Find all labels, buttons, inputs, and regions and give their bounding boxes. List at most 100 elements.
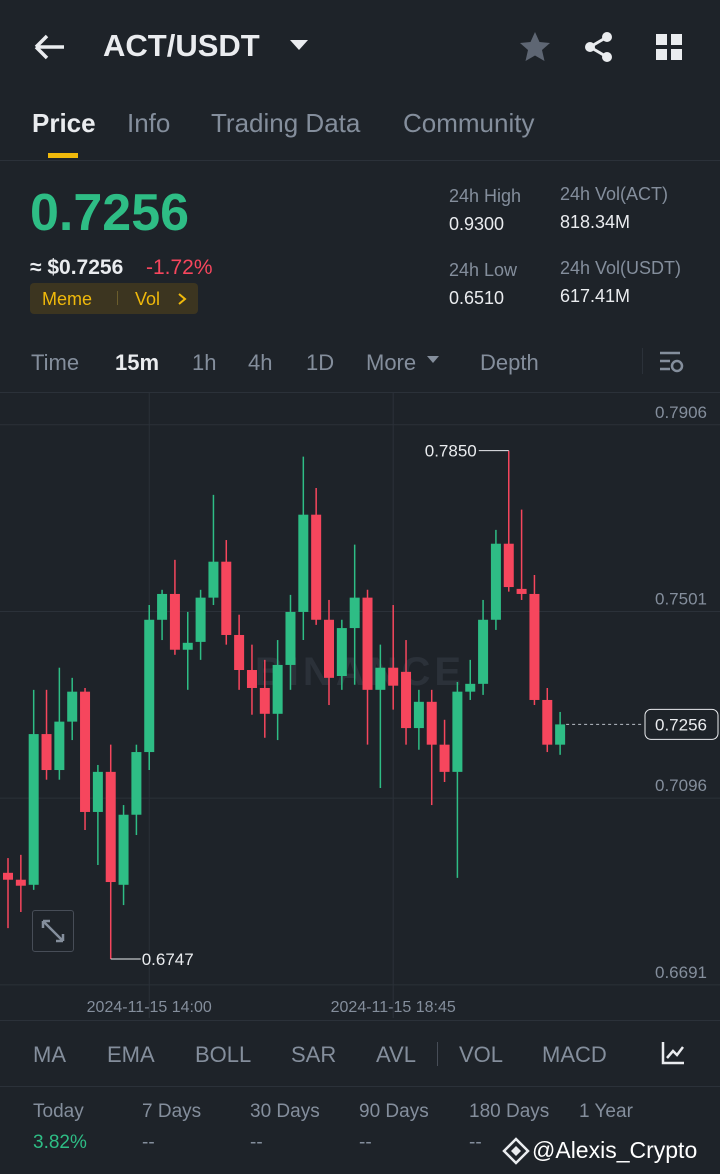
period-label: 30 Days [250,1101,320,1122]
tag-divider [117,291,118,305]
period-label: 90 Days [359,1101,429,1122]
stat-value: 818.34M [560,212,631,232]
candle-body [542,699,553,745]
candle-body [503,543,514,588]
indicator[interactable]: EMA [107,1042,155,1067]
price-change: -1.72% [146,256,213,279]
tag-arrow [178,293,187,305]
candle-body [246,670,257,688]
indicator[interactable]: AVL [376,1042,416,1067]
tab[interactable]: Info [127,108,171,138]
candlestick-chart: BINANCE0.79060.75010.70960.66912024-11-1… [0,393,720,1018]
interval[interactable]: Depth [480,350,539,375]
stat-label: 24h Vol(USDT) [560,258,682,278]
candle-body [169,593,180,650]
watermark-icon [502,1137,530,1165]
candle-body [388,667,399,686]
candle-body [157,593,168,620]
period-label: Today [33,1101,84,1122]
share-button[interactable] [582,30,616,64]
y-tick-label: 0.7096 [655,776,707,795]
stat-value: 0.9300 [449,214,505,234]
candle-body [28,734,39,885]
grid-button[interactable] [655,33,685,63]
interval[interactable]: 1h [192,350,217,375]
y-tick-label: 0.7501 [655,589,707,608]
interval[interactable]: 4h [248,350,273,375]
expand-button[interactable] [32,910,74,952]
stat-label: 24h Low [449,260,518,280]
candle-body [54,721,65,771]
candle-body [3,872,13,880]
candle-body [195,597,206,642]
candle-body [529,593,540,700]
period-value: 3.82% [33,1132,87,1153]
stat-value: 0.6510 [449,288,505,308]
candle-body [272,664,283,714]
indicator[interactable]: VOL [459,1042,504,1067]
pair-title[interactable]: ACT/USDT [103,28,260,63]
candle-body [362,597,373,690]
candle-body [349,597,360,629]
candle-body [92,771,103,812]
candle-body [67,691,78,722]
tag[interactable]: Vol [135,289,161,309]
candle-body [311,514,322,620]
candle-body [375,667,386,690]
indicator[interactable]: SAR [291,1042,337,1067]
interval[interactable]: More [366,350,417,375]
indicator-settings[interactable] [660,1040,686,1066]
period-value: -- [469,1132,482,1153]
tab[interactable]: Trading Data [211,108,361,138]
chart-settings[interactable] [658,350,686,376]
candle-body [336,628,347,677]
favorite-star[interactable] [518,30,552,64]
interval[interactable]: 1D [306,350,335,375]
pair-caret[interactable] [289,38,309,52]
candle-body [15,879,26,886]
period-label: 1 Year [579,1101,633,1122]
candle-body [439,744,450,772]
usd-price: ≈ $0.7256 [30,256,124,279]
candle-body [465,683,476,692]
candle-body [555,724,566,745]
divider [642,348,643,374]
tab-active[interactable]: Price [32,108,96,138]
interval[interactable]: Time [31,350,80,375]
candle-body [401,671,412,729]
candle-body [221,561,232,635]
candle-body [285,611,296,665]
candle-body [131,752,142,815]
candle-body [234,634,245,671]
candle-body [413,701,424,729]
high-label: 0.7850 [425,442,477,461]
candle-body [478,619,489,684]
candle-body [426,701,437,745]
divider [437,1042,438,1066]
y-tick-label: 0.6691 [655,963,707,982]
candle-body [144,619,155,753]
tag-box[interactable] [30,283,198,314]
indicator[interactable]: MA [33,1042,66,1067]
period-label: 180 Days [469,1101,550,1122]
divider [0,392,720,393]
candle-body [298,514,309,612]
divider [0,160,720,161]
divider [0,1086,720,1087]
expand-icon [41,919,65,943]
watermark: @Alexis_Crypto [532,1137,698,1163]
candle-body [516,588,527,594]
back-button[interactable] [30,30,70,64]
low-label: 0.6747 [142,950,194,969]
candle-body [182,642,193,650]
stat-label: 24h High [449,186,522,206]
y-tick-label: 0.7906 [655,403,707,422]
last-price-label: 0.7256 [655,715,707,734]
indicator[interactable]: BOLL [195,1042,252,1067]
tab[interactable]: Community [403,108,535,138]
tag[interactable]: Meme [42,289,93,309]
interval-active[interactable]: 15m [115,350,160,375]
indicator[interactable]: MACD [542,1042,607,1067]
x-tick-label: 2024-11-15 18:45 [331,999,456,1016]
period-value: -- [142,1132,155,1153]
